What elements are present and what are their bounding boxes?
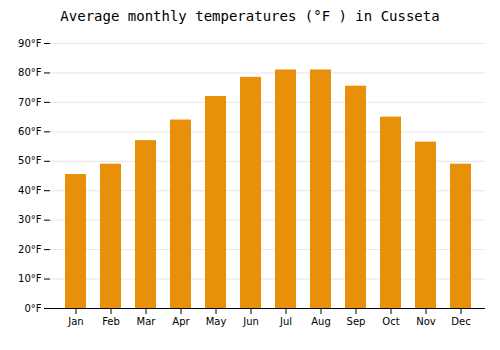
- svg-text:20°F: 20°F: [18, 244, 42, 255]
- svg-text:0°F: 0°F: [24, 303, 41, 314]
- svg-text:Jun: Jun: [242, 316, 259, 327]
- svg-text:Sep: Sep: [347, 316, 366, 327]
- svg-text:Jan: Jan: [67, 316, 83, 327]
- svg-text:60°F: 60°F: [18, 126, 42, 137]
- svg-text:Feb: Feb: [102, 316, 120, 327]
- svg-text:Dec: Dec: [451, 316, 470, 327]
- svg-text:Mar: Mar: [137, 316, 157, 327]
- svg-text:10°F: 10°F: [18, 273, 42, 284]
- svg-text:70°F: 70°F: [18, 97, 42, 108]
- svg-text:40°F: 40°F: [18, 185, 42, 196]
- svg-text:Nov: Nov: [416, 316, 436, 327]
- svg-text:May: May: [206, 316, 227, 327]
- svg-text:30°F: 30°F: [18, 214, 42, 225]
- svg-text:Oct: Oct: [382, 316, 399, 327]
- svg-text:Aug: Aug: [311, 316, 331, 327]
- svg-text:Jul: Jul: [279, 316, 292, 327]
- svg-text:50°F: 50°F: [18, 155, 42, 166]
- svg-text:80°F: 80°F: [18, 67, 42, 78]
- html-text:Average monthly temperatures (: Average monthly temperatures (°F ) in Cu…: [60, 8, 440, 24]
- svg-text:90°F: 90°F: [18, 38, 42, 49]
- svg-text:Apr: Apr: [172, 316, 190, 327]
